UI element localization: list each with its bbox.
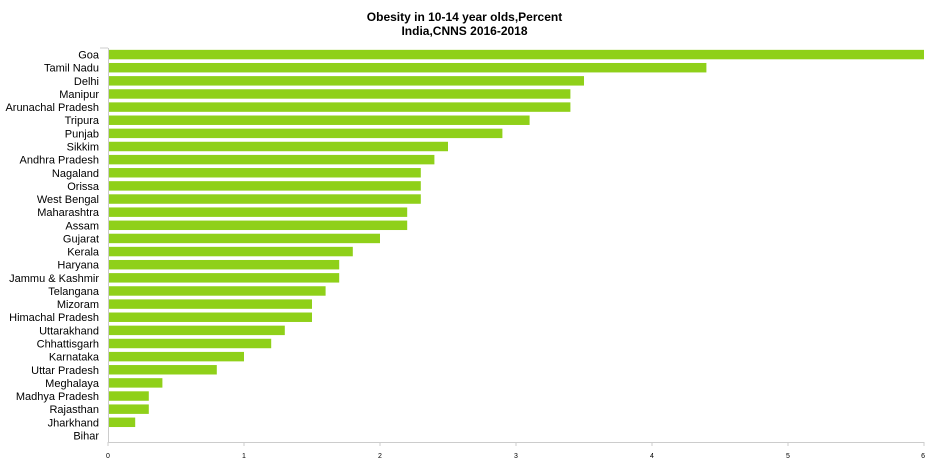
bar: [109, 273, 340, 283]
category-label: Bihar: [73, 430, 99, 442]
category-label: Chhattisgarh: [37, 339, 99, 351]
category-label: Punjab: [65, 128, 99, 140]
category-label: Meghalaya: [45, 378, 100, 390]
bar: [109, 391, 149, 401]
chart-title-line-1: Obesity in 10-14 year olds,Percent: [366, 10, 563, 24]
bar: [109, 299, 312, 309]
x-tick-label: 3: [514, 453, 518, 460]
category-label: Rajasthan: [49, 404, 99, 416]
category-label: Goa: [78, 50, 100, 62]
bar: [109, 404, 149, 414]
bars: [109, 49, 924, 428]
bar: [109, 194, 421, 204]
category-label: Haryana: [57, 260, 99, 272]
x-tick-label: 4: [650, 453, 654, 460]
category-label: Karnataka: [49, 352, 100, 364]
bar: [109, 62, 707, 73]
bar: [109, 246, 353, 257]
bar: [109, 207, 408, 217]
category-label: Manipur: [59, 89, 99, 101]
category-label: West Bengal: [37, 194, 99, 206]
category-label: Tamil Nadu: [44, 63, 99, 75]
bar: [109, 128, 503, 139]
category-label: Gujarat: [63, 233, 99, 245]
bar: [109, 220, 408, 231]
bar: [109, 49, 924, 60]
bar: [109, 312, 312, 322]
bar: [109, 154, 435, 165]
bar: [109, 338, 272, 349]
category-label: Himachal Pradesh: [9, 312, 99, 324]
category-label: Jammu & Kashmir: [9, 273, 99, 285]
category-label: Orissa: [67, 181, 100, 193]
category-label: Madhya Pradesh: [16, 391, 99, 403]
x-tick-label: 2: [378, 453, 382, 460]
bar: [109, 233, 380, 244]
bar: [109, 378, 163, 388]
x-tick-label: 5: [786, 453, 790, 460]
bar: [109, 365, 217, 375]
category-label: Maharashtra: [37, 207, 100, 219]
bar: [109, 325, 285, 336]
bar: [109, 351, 244, 362]
category-label: Telangana: [48, 286, 100, 298]
bar: [109, 168, 421, 178]
bar: [109, 141, 448, 152]
bar: [109, 115, 530, 125]
category-label: Assam: [65, 220, 99, 232]
chart-title: Obesity in 10-14 year olds,Percent India…: [0, 10, 929, 38]
category-label: Delhi: [74, 76, 99, 88]
category-label: Arunachal Pradesh: [5, 102, 99, 114]
category-label: Uttar Pradesh: [31, 365, 99, 377]
category-label: Mizoram: [57, 299, 99, 311]
category-label: Uttarakhand: [39, 325, 99, 337]
x-tick-label: 6: [921, 453, 925, 460]
bar: [109, 259, 340, 270]
bar: [109, 102, 571, 112]
category-label: Kerala: [67, 247, 100, 259]
category-label: Andhra Pradesh: [20, 155, 100, 167]
x-tick-label: 0: [106, 453, 110, 460]
category-label: Tripura: [65, 115, 100, 127]
x-tick-label: 1: [242, 453, 246, 460]
category-label: Sikkim: [67, 142, 99, 154]
category-label: Nagaland: [52, 168, 99, 180]
bar: [109, 76, 584, 86]
bar: [109, 417, 136, 428]
bar: [109, 286, 326, 296]
x-axis-ticks: 0 1 2 3 4 5 6: [106, 442, 925, 460]
category-label: Jharkhand: [48, 417, 99, 429]
chart-title-line-2: India,CNNS 2016-2018: [401, 24, 528, 38]
bar: [109, 181, 421, 191]
bar: [109, 89, 571, 99]
